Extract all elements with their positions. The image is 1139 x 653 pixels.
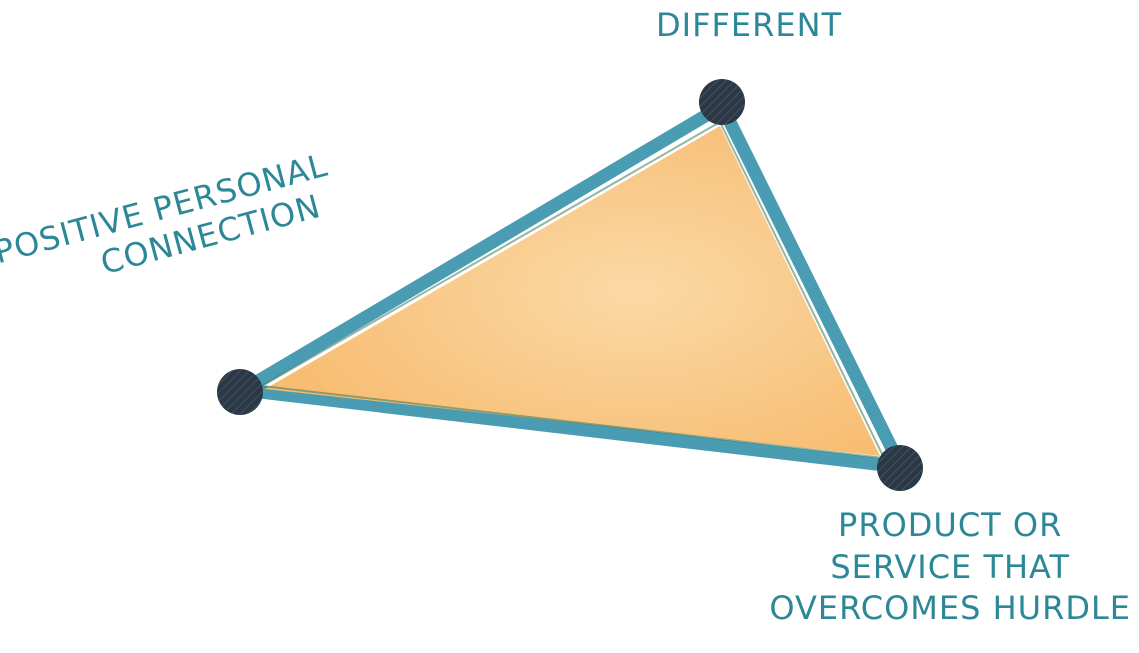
vertex-label-product-or-service: PRODUCT OR SERVICE THAT OVERCOMES HURDLE xyxy=(769,505,1131,630)
vertex-dot-different xyxy=(699,79,745,125)
label-line: OVERCOMES HURDLE xyxy=(769,589,1131,628)
triangle-edge xyxy=(236,99,908,474)
vertex-label-different: DIFFERENT xyxy=(656,6,842,44)
label-line: PRODUCT OR xyxy=(838,506,1063,544)
label-line: SERVICE THAT xyxy=(830,547,1070,586)
vertex-dot-positive xyxy=(217,369,263,415)
label-line: DIFFERENT xyxy=(656,6,843,44)
vertex-dot-product xyxy=(877,445,923,491)
triangle-fill xyxy=(265,126,880,456)
triangle-inner-edge xyxy=(258,121,886,460)
